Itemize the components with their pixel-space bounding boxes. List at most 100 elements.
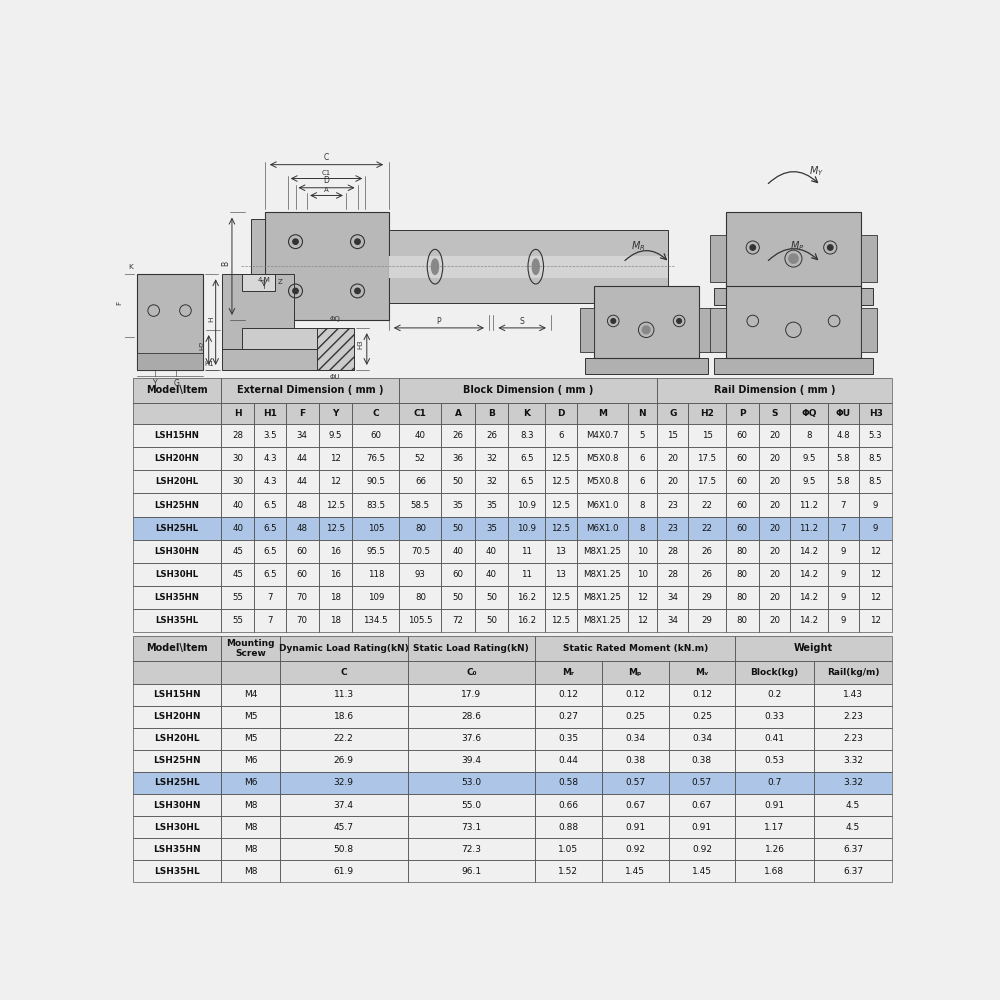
Text: LSH25HL: LSH25HL (155, 524, 198, 533)
Bar (535, 772, 602, 794)
Text: 70.5: 70.5 (411, 547, 430, 556)
Bar (133, 728, 221, 750)
Text: 0.25: 0.25 (625, 712, 645, 721)
Bar (735, 636, 892, 661)
Text: LSH30HN: LSH30HN (153, 801, 201, 810)
Text: LSH35HL: LSH35HL (154, 867, 200, 876)
Bar (254, 517, 286, 540)
Bar (399, 609, 441, 632)
Bar (408, 772, 535, 794)
Text: 16.2: 16.2 (517, 616, 536, 625)
Bar (657, 424, 688, 447)
Text: 6.5: 6.5 (520, 477, 534, 486)
Text: 12.5: 12.5 (551, 616, 571, 625)
Bar (790, 493, 828, 517)
Text: 134.5: 134.5 (363, 616, 388, 625)
Text: 80: 80 (737, 616, 748, 625)
Bar (828, 517, 859, 540)
Bar (735, 661, 814, 684)
Bar (726, 493, 759, 517)
Bar (133, 661, 221, 684)
Text: K: K (523, 409, 530, 418)
Text: 17.5: 17.5 (697, 454, 717, 463)
Text: Mᵣ: Mᵣ (562, 668, 574, 677)
Text: 0.67: 0.67 (692, 801, 712, 810)
Bar (669, 772, 735, 794)
Text: 0.57: 0.57 (625, 778, 645, 787)
Bar (133, 540, 221, 563)
Text: 40: 40 (415, 431, 426, 440)
Bar (441, 609, 475, 632)
Text: B: B (488, 409, 495, 418)
Text: 1.52: 1.52 (558, 867, 578, 876)
Bar (602, 816, 669, 838)
Bar (814, 706, 892, 728)
Text: 5: 5 (640, 431, 645, 440)
Text: 0.25: 0.25 (692, 712, 712, 721)
Bar (475, 447, 508, 470)
Circle shape (355, 239, 360, 244)
Bar (133, 493, 221, 517)
Bar (535, 838, 602, 860)
Bar (759, 540, 790, 563)
Bar (221, 661, 280, 684)
Text: M8X1.25: M8X1.25 (583, 593, 621, 602)
Text: LSH35HL: LSH35HL (155, 616, 198, 625)
Bar (441, 447, 475, 470)
Text: 1.45: 1.45 (692, 867, 712, 876)
Text: H3: H3 (869, 409, 883, 418)
Text: 12: 12 (870, 570, 881, 579)
Text: 6.5: 6.5 (263, 570, 277, 579)
Text: 0.35: 0.35 (558, 734, 578, 743)
Bar (399, 517, 441, 540)
Text: 40: 40 (486, 547, 497, 556)
Circle shape (293, 239, 298, 244)
Bar (669, 816, 735, 838)
Bar (628, 447, 657, 470)
Bar (280, 636, 408, 661)
Text: 8: 8 (806, 431, 812, 440)
Bar (399, 563, 441, 586)
Bar (828, 563, 859, 586)
Bar (508, 517, 545, 540)
Bar (726, 470, 759, 493)
Text: M8X1.25: M8X1.25 (583, 570, 621, 579)
Text: 50.8: 50.8 (334, 845, 354, 854)
Bar (352, 403, 399, 424)
Bar (577, 609, 628, 632)
Text: LSH15HN: LSH15HN (153, 690, 201, 699)
Bar (133, 794, 221, 816)
Text: 6.37: 6.37 (843, 867, 863, 876)
Bar (759, 517, 790, 540)
Text: 30: 30 (232, 477, 243, 486)
Bar (814, 860, 892, 882)
Bar (790, 447, 828, 470)
Bar (735, 772, 814, 794)
Bar (352, 609, 399, 632)
Text: 45.7: 45.7 (334, 823, 354, 832)
Bar (859, 586, 892, 609)
Bar (221, 586, 254, 609)
Text: Mᵥ: Mᵥ (695, 668, 709, 677)
Bar (133, 838, 221, 860)
Bar (133, 860, 221, 882)
Text: LSH20HN: LSH20HN (153, 712, 201, 721)
Bar (735, 750, 814, 772)
Bar (759, 403, 790, 424)
Bar (352, 424, 399, 447)
Text: 20: 20 (667, 454, 678, 463)
Text: 7: 7 (267, 616, 273, 625)
Bar (790, 563, 828, 586)
Bar (535, 636, 735, 661)
Text: 26: 26 (453, 431, 464, 440)
Bar (669, 794, 735, 816)
Bar (828, 447, 859, 470)
Bar (408, 728, 535, 750)
Text: Block(kg): Block(kg) (750, 668, 799, 677)
Text: 29: 29 (702, 616, 712, 625)
Text: 0.12: 0.12 (692, 690, 712, 699)
Bar (577, 403, 628, 424)
Bar (814, 750, 892, 772)
Text: 12.5: 12.5 (551, 524, 571, 533)
Text: 52: 52 (415, 454, 426, 463)
